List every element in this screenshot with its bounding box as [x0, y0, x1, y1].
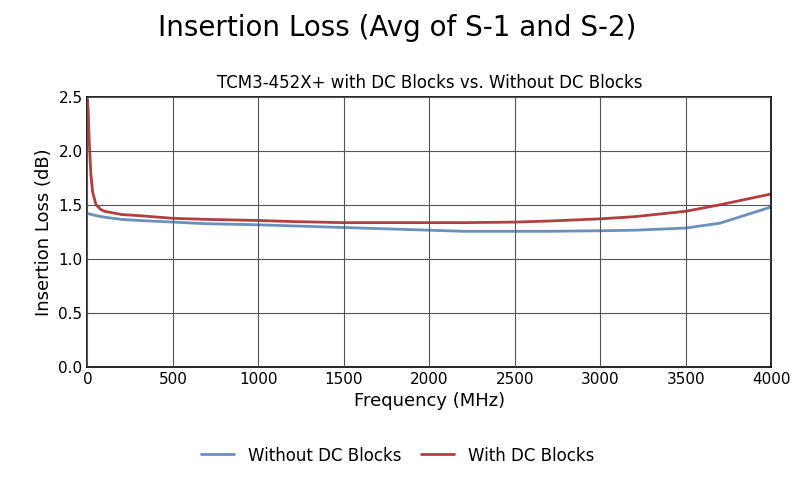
Without DC Blocks: [630, 227, 639, 233]
Without DC Blocks: [595, 228, 605, 234]
Without DC Blocks: [766, 204, 776, 210]
With DC Blocks: [630, 214, 639, 220]
Y-axis label: Insertion Loss (dB): Insertion Loss (dB): [35, 148, 53, 316]
Without DC Blocks: [100, 214, 110, 220]
With DC Blocks: [96, 207, 106, 213]
Without DC Blocks: [425, 227, 434, 233]
With DC Blocks: [86, 171, 95, 177]
Without DC Blocks: [339, 225, 348, 230]
With DC Blocks: [134, 213, 143, 218]
Without DC Blocks: [168, 219, 177, 225]
With DC Blocks: [510, 219, 520, 225]
Line: Without DC Blocks: Without DC Blocks: [87, 207, 771, 231]
With DC Blocks: [254, 217, 263, 223]
Without DC Blocks: [202, 221, 211, 227]
Without DC Blocks: [544, 228, 553, 234]
Without DC Blocks: [134, 217, 143, 223]
Line: With DC Blocks: With DC Blocks: [87, 99, 771, 223]
With DC Blocks: [390, 220, 400, 226]
With DC Blocks: [117, 212, 126, 217]
With DC Blocks: [766, 191, 776, 197]
With DC Blocks: [91, 202, 101, 208]
Text: Insertion Loss (Avg of S-1 and S-2): Insertion Loss (Avg of S-1 and S-2): [158, 14, 637, 43]
Without DC Blocks: [716, 220, 725, 226]
X-axis label: Frequency (MHz): Frequency (MHz): [354, 393, 505, 411]
Without DC Blocks: [91, 213, 101, 218]
Without DC Blocks: [288, 223, 297, 229]
With DC Blocks: [459, 220, 468, 226]
With DC Blocks: [544, 218, 553, 224]
Without DC Blocks: [459, 228, 468, 234]
With DC Blocks: [168, 215, 177, 221]
With DC Blocks: [83, 96, 92, 101]
With DC Blocks: [83, 110, 93, 116]
With DC Blocks: [716, 202, 725, 208]
With DC Blocks: [288, 219, 297, 225]
Legend: Without DC Blocks, With DC Blocks: Without DC Blocks, With DC Blocks: [201, 447, 594, 465]
Without DC Blocks: [83, 211, 92, 216]
Title: TCM3-452X+ with DC Blocks vs. Without DC Blocks: TCM3-452X+ with DC Blocks vs. Without DC…: [216, 74, 642, 92]
With DC Blocks: [84, 137, 94, 143]
With DC Blocks: [339, 220, 348, 226]
With DC Blocks: [87, 189, 97, 195]
With DC Blocks: [425, 220, 434, 226]
Without DC Blocks: [254, 222, 263, 227]
With DC Blocks: [681, 208, 690, 214]
With DC Blocks: [595, 216, 605, 222]
Without DC Blocks: [390, 226, 400, 232]
With DC Blocks: [202, 216, 211, 222]
Without DC Blocks: [681, 225, 690, 231]
Without DC Blocks: [117, 216, 126, 222]
With DC Blocks: [100, 208, 110, 214]
Without DC Blocks: [510, 228, 520, 234]
